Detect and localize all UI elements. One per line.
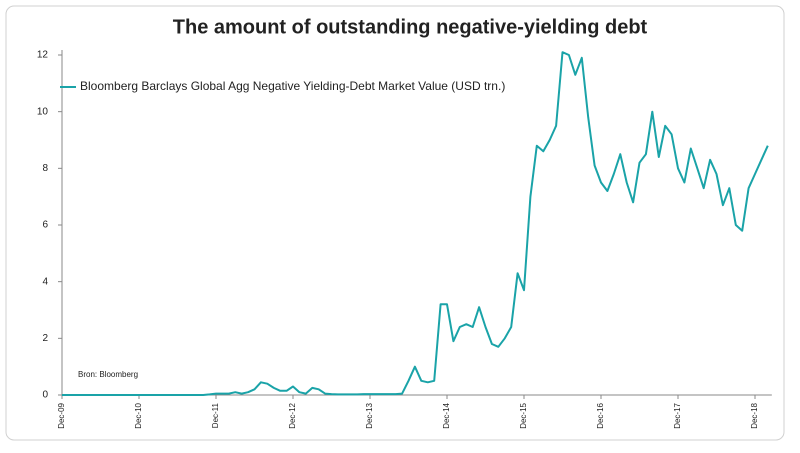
y-tick-label: 10 <box>37 106 49 117</box>
x-tick-label: Dec-15 <box>519 402 528 428</box>
y-tick-label: 4 <box>42 276 48 287</box>
x-tick-label: Dec-09 <box>57 402 66 428</box>
x-tick-label: Dec-13 <box>365 402 374 428</box>
y-tick-label: 8 <box>42 163 48 174</box>
y-tick-label: 6 <box>42 220 48 231</box>
x-tick-label: Dec-17 <box>673 402 682 428</box>
chart-title: The amount of outstanding negative-yield… <box>173 16 648 38</box>
x-tick-label: Dec-16 <box>596 402 605 428</box>
x-tick-label: Dec-18 <box>750 402 759 428</box>
source-note: Bron: Bloomberg <box>78 370 138 379</box>
x-tick-label: Dec-12 <box>288 402 297 428</box>
y-tick-label: 0 <box>42 390 48 401</box>
y-tick-label: 12 <box>37 50 49 61</box>
y-tick-label: 2 <box>42 333 48 344</box>
x-tick-label: Dec-11 <box>211 402 220 428</box>
legend-label: Bloomberg Barclays Global Agg Negative Y… <box>80 79 505 93</box>
x-tick-label: Dec-10 <box>134 402 143 428</box>
data-line <box>62 51 769 396</box>
chart-frame <box>5 5 785 441</box>
x-tick-label: Dec-14 <box>442 402 451 428</box>
